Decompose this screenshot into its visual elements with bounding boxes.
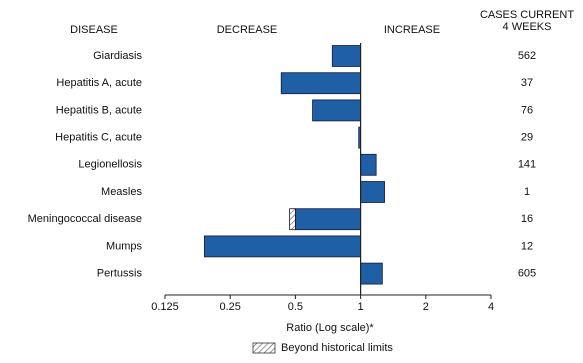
bar [312,99,361,122]
cases-value: 29 [521,132,533,144]
category-label: Mumps [106,240,143,252]
x-tick-label: 0.25 [219,301,240,313]
bar [331,45,362,67]
category-label: Meningococcal disease [28,213,142,225]
category-label: Measles [101,186,142,198]
x-tick-label: 4 [488,301,494,313]
category-label: Pertussis [97,268,143,280]
bar [360,262,383,285]
cases-value: 141 [518,159,536,171]
beyond-limits [289,208,296,231]
cases-value: 562 [518,50,536,62]
bar [280,72,362,95]
decrease-header: DECREASE [217,24,278,36]
category-label: Hepatitis B, acute [56,104,142,116]
cases-value: 1 [524,186,530,198]
bar [360,153,377,176]
cases-value: 37 [521,77,533,89]
x-tick-label: 2 [423,301,429,313]
cases-header: 4 WEEKS [503,21,552,33]
bar [294,208,361,231]
bar [203,235,362,258]
x-tick-label: 1 [358,301,364,313]
x-tick-label: 0.5 [288,301,303,313]
legend-label: Beyond historical limits [281,342,393,354]
x-tick-label: 0.125 [151,301,179,313]
cases-header: CASES CURRENT [480,9,574,21]
x-axis-title: Ratio (Log scale)* [286,322,374,334]
category-label: Hepatitis A, acute [56,77,142,89]
bar [360,181,385,203]
cases-value: 16 [521,213,533,225]
category-label: Hepatitis C, acute [55,132,142,144]
category-label: Legionellosis [78,159,142,171]
cases-value: 605 [518,268,536,280]
increase-header: INCREASE [384,24,440,36]
category-label: Giardiasis [93,50,142,62]
disease-header: DISEASE [70,24,118,36]
cases-value: 76 [521,104,533,116]
cases-value: 12 [521,240,533,252]
legend-swatch [252,342,276,354]
